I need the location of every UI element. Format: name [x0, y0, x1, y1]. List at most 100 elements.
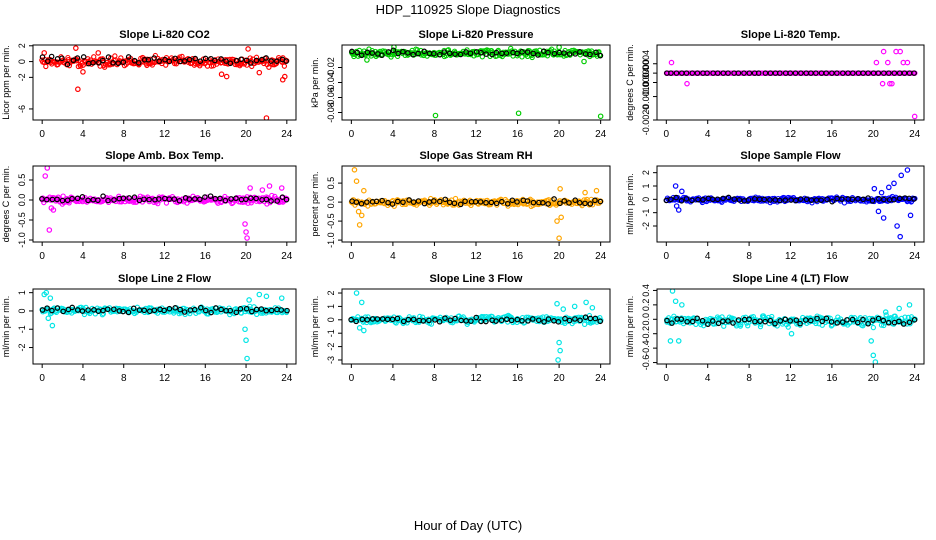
- outlier-point: [872, 359, 879, 364]
- mean-point: [452, 51, 458, 57]
- mean-point: [504, 200, 511, 207]
- mean-point: [141, 196, 147, 203]
- mean-point: [787, 318, 794, 324]
- mean-point: [467, 50, 474, 57]
- data-point: [745, 323, 751, 329]
- mean-point: [813, 70, 819, 76]
- x-tick-label: 8: [432, 251, 438, 262]
- mean-point: [673, 194, 679, 201]
- mean-point: [202, 194, 208, 200]
- x-tick-label: 16: [512, 251, 524, 262]
- mean-point: [49, 307, 55, 314]
- outlier-point: [675, 338, 682, 344]
- mean-point: [683, 196, 690, 202]
- outlier-point: [46, 227, 53, 233]
- mean-point: [746, 316, 752, 323]
- x-tick-label: 16: [512, 373, 524, 384]
- panel-3: Slope Li-820 Temp. degrees C per min. 0 4 8 1…: [625, 29, 925, 140]
- mean-point: [704, 70, 710, 76]
- y-tick-label: 0.0004: [641, 50, 651, 78]
- series-5: [348, 167, 604, 242]
- x-tick-label: 20: [240, 251, 252, 262]
- mean-point: [191, 196, 198, 202]
- mean-point: [172, 305, 179, 311]
- outlier-point: [75, 86, 81, 93]
- panel-title: Slope Li-820 CO2: [119, 29, 209, 41]
- outlier-point: [581, 58, 587, 65]
- plot-frame: [341, 288, 611, 365]
- mean-point: [59, 55, 65, 62]
- outlier-point: [361, 327, 367, 334]
- outlier-point: [245, 46, 251, 52]
- mean-point: [135, 60, 142, 66]
- data-point: [804, 320, 810, 326]
- mean-point: [410, 51, 416, 58]
- series-7: [39, 289, 290, 362]
- data-point: [583, 49, 589, 55]
- mean-point: [678, 198, 685, 204]
- mean-point: [125, 309, 132, 316]
- mean-point: [208, 309, 214, 316]
- mean-point: [735, 317, 742, 323]
- mean-point: [483, 51, 490, 57]
- mean-point: [777, 70, 783, 76]
- mean-point: [237, 305, 244, 312]
- mean-point: [283, 196, 290, 203]
- mean-point: [48, 53, 55, 60]
- mean-point: [141, 56, 148, 63]
- mean-point: [891, 70, 898, 76]
- mean-point: [431, 50, 437, 57]
- mean-point: [514, 316, 521, 323]
- outlier-point: [597, 113, 604, 120]
- mean-point: [364, 316, 371, 323]
- outlier-point: [256, 291, 263, 298]
- mean-point: [268, 307, 275, 314]
- x-tick-label: 24: [281, 251, 293, 262]
- mean-point: [166, 58, 173, 65]
- panel-title: Slope Li-820 Temp.: [741, 29, 840, 41]
- outlier-point: [894, 223, 900, 229]
- mean-point: [797, 320, 803, 327]
- mean-point: [115, 60, 122, 67]
- x-tick-label: 16: [200, 251, 212, 262]
- mean-point: [865, 70, 871, 76]
- outlier-point: [49, 322, 56, 329]
- mean-point: [483, 318, 489, 325]
- outlier-point: [556, 235, 562, 242]
- mean-point: [725, 70, 731, 76]
- mean-point: [457, 201, 464, 208]
- mean-point: [818, 197, 824, 203]
- outlier-point: [582, 189, 588, 196]
- mean-point: [64, 61, 71, 68]
- outlier-point: [356, 222, 363, 228]
- y-tick-label: 2: [641, 170, 651, 175]
- mean-point: [258, 306, 265, 312]
- y-tick-label: -0.0004: [641, 67, 651, 98]
- mean-point: [572, 51, 579, 57]
- x-tick-label: 24: [281, 129, 293, 140]
- mean-point: [177, 306, 183, 313]
- outlier-point: [673, 203, 680, 209]
- mean-point: [85, 197, 91, 204]
- x-tick-label: 16: [826, 251, 838, 262]
- series-1: [39, 45, 290, 120]
- mean-point: [243, 196, 249, 203]
- mean-point: [111, 197, 117, 203]
- outlier-point: [356, 325, 363, 331]
- mean-point: [79, 308, 86, 314]
- mean-point: [222, 197, 229, 204]
- mean-point: [426, 317, 432, 324]
- mean-point: [541, 318, 547, 325]
- mean-point: [875, 315, 882, 322]
- outlier-point: [391, 45, 397, 50]
- mean-point: [787, 70, 794, 76]
- mean-point: [400, 48, 406, 55]
- x-tick-label: 20: [554, 129, 566, 140]
- outlier-point: [669, 289, 676, 294]
- mean-point: [700, 196, 706, 203]
- mean-point: [478, 49, 484, 56]
- mean-point: [545, 316, 552, 322]
- mean-point: [263, 55, 269, 61]
- mean-point: [395, 50, 401, 57]
